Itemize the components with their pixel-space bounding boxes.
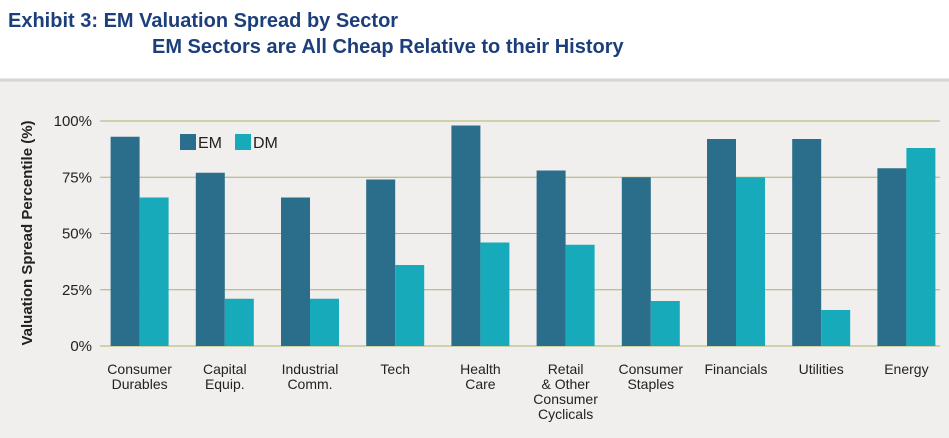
x-tick-line: Comm. [287, 376, 332, 392]
x-tick-line: Tech [380, 361, 410, 377]
x-tick-line: Equip. [205, 376, 245, 392]
legend-label: DM [253, 135, 278, 152]
legend-swatch [235, 134, 251, 150]
x-tick-line: Consumer [107, 361, 172, 377]
legend-swatch [180, 134, 196, 150]
bar [281, 197, 310, 346]
x-tick-label: Health Care [460, 361, 500, 392]
y-tick-label: 50% [62, 226, 92, 243]
bar [310, 298, 339, 346]
bar [650, 301, 680, 346]
x-tick-line: & Other [541, 376, 590, 392]
bar [195, 172, 225, 346]
y-axis-label: Valuation Spread Percentile (%) [19, 120, 36, 345]
legend-label: EM [198, 135, 222, 152]
x-tick-label: Industrial Comm. [282, 361, 339, 392]
x-tick-line: Energy [884, 361, 928, 377]
x-tick-label: Consumer Durables [107, 361, 172, 392]
x-tick-label: Consumer Staples [619, 361, 684, 392]
x-tick-label: Retail & Other Consumer Cyclicals [533, 361, 598, 422]
x-tick-label: Utilities [799, 361, 844, 377]
bar [480, 242, 510, 346]
y-tick-label: 25% [62, 282, 92, 299]
bar [821, 310, 851, 346]
x-tick-line: Durables [112, 376, 168, 392]
chart-title: Exhibit 3: EM Valuation Spread by Sector [8, 10, 398, 32]
bar [707, 139, 736, 346]
bar [906, 148, 936, 346]
x-tick-line: Consumer [533, 391, 598, 407]
bar [792, 139, 822, 346]
x-tick-line: Health [460, 361, 500, 377]
y-tick-label: 75% [62, 169, 92, 186]
x-tick-line: Financials [704, 361, 767, 377]
x-tick-label: Capital Equip. [203, 361, 247, 392]
bar [110, 136, 140, 346]
x-tick-label: Energy [884, 361, 928, 377]
bar [451, 125, 481, 346]
x-tick-label: Financials [704, 361, 767, 377]
bar [395, 265, 425, 346]
x-tick-line: Utilities [799, 361, 844, 377]
chart-subtitle: EM Sectors are All Cheap Relative to the… [152, 36, 624, 58]
bar [736, 177, 765, 346]
bar [621, 177, 651, 346]
bar [139, 197, 169, 346]
bar [536, 170, 566, 346]
x-tick-line: Capital [203, 361, 247, 377]
x-tick-label: Tech [380, 361, 410, 377]
x-tick-line: Consumer [619, 361, 684, 377]
y-tick-label: 0% [70, 338, 92, 355]
bar [224, 298, 254, 346]
bar [366, 179, 396, 346]
y-tick-label: 100% [54, 113, 92, 130]
x-tick-line: Industrial [282, 361, 339, 377]
x-tick-line: Retail [548, 361, 584, 377]
x-tick-line: Care [465, 376, 496, 392]
x-tick-line: Staples [627, 376, 674, 392]
x-tick-line: Cyclicals [538, 406, 593, 422]
bar [565, 244, 595, 346]
bar [877, 168, 907, 346]
